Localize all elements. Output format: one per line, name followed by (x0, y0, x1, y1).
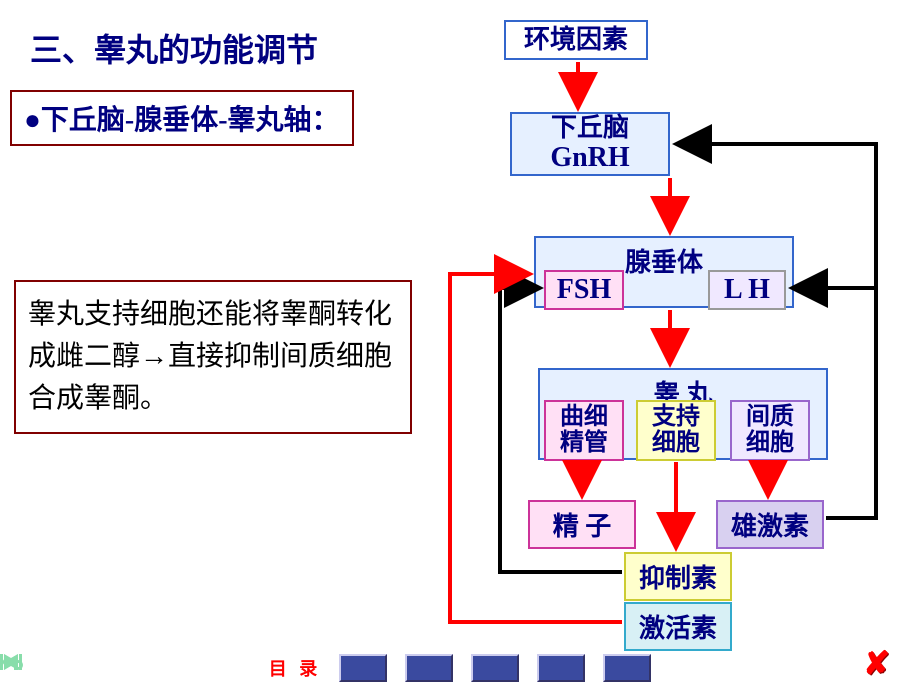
hyp-label: 下丘脑 (551, 114, 629, 143)
nav-first-button[interactable] (339, 654, 387, 682)
lh-box: L H (708, 270, 786, 310)
semtube-l1: 曲细 (548, 404, 620, 430)
leydig-l2: 细胞 (734, 430, 806, 456)
inhibin-box: 抑制素 (624, 552, 732, 601)
env-label: 环境因素 (524, 26, 628, 55)
sertoli-l1: 支持 (640, 404, 712, 430)
fsh-box: FSH (544, 270, 624, 310)
nav-last-button[interactable] (537, 654, 585, 682)
nav-return-button[interactable] (603, 654, 651, 682)
hypothalamus-node: 下丘脑 GnRH (510, 112, 670, 176)
sertoli-l2: 细胞 (640, 430, 712, 456)
leydig-box: 间质 细胞 (730, 400, 810, 461)
nav-next-button[interactable] (471, 654, 519, 682)
first-icon (0, 654, 22, 670)
env-node: 环境因素 (504, 20, 648, 60)
androgen-box: 雄激素 (716, 500, 824, 549)
subtitle-box: ●下丘脑-腺垂体-睾丸轴： (10, 90, 354, 146)
activin-box: 激活素 (624, 602, 732, 651)
gnrh-label: GnRH (550, 142, 629, 174)
close-button[interactable]: ✘ (863, 644, 890, 682)
next-icon (0, 654, 22, 670)
sertoli-box: 支持 细胞 (636, 400, 716, 461)
leydig-l1: 间质 (734, 404, 806, 430)
sperm-box: 精 子 (528, 500, 636, 549)
return-icon (0, 654, 26, 670)
description-box: 睾丸支持细胞还能将睾酮转化成雌二醇→直接抑制间质细胞合成睾酮。 (14, 280, 412, 434)
nav-bar: 目 录 (0, 654, 920, 682)
toc-link[interactable]: 目 录 (269, 655, 322, 681)
prev-icon (0, 654, 22, 670)
semtube-l2: 精管 (548, 430, 620, 456)
last-icon (0, 654, 22, 670)
nav-prev-button[interactable] (405, 654, 453, 682)
seminiferous-box: 曲细 精管 (544, 400, 624, 461)
page-title: 三、睾丸的功能调节 (30, 25, 318, 71)
